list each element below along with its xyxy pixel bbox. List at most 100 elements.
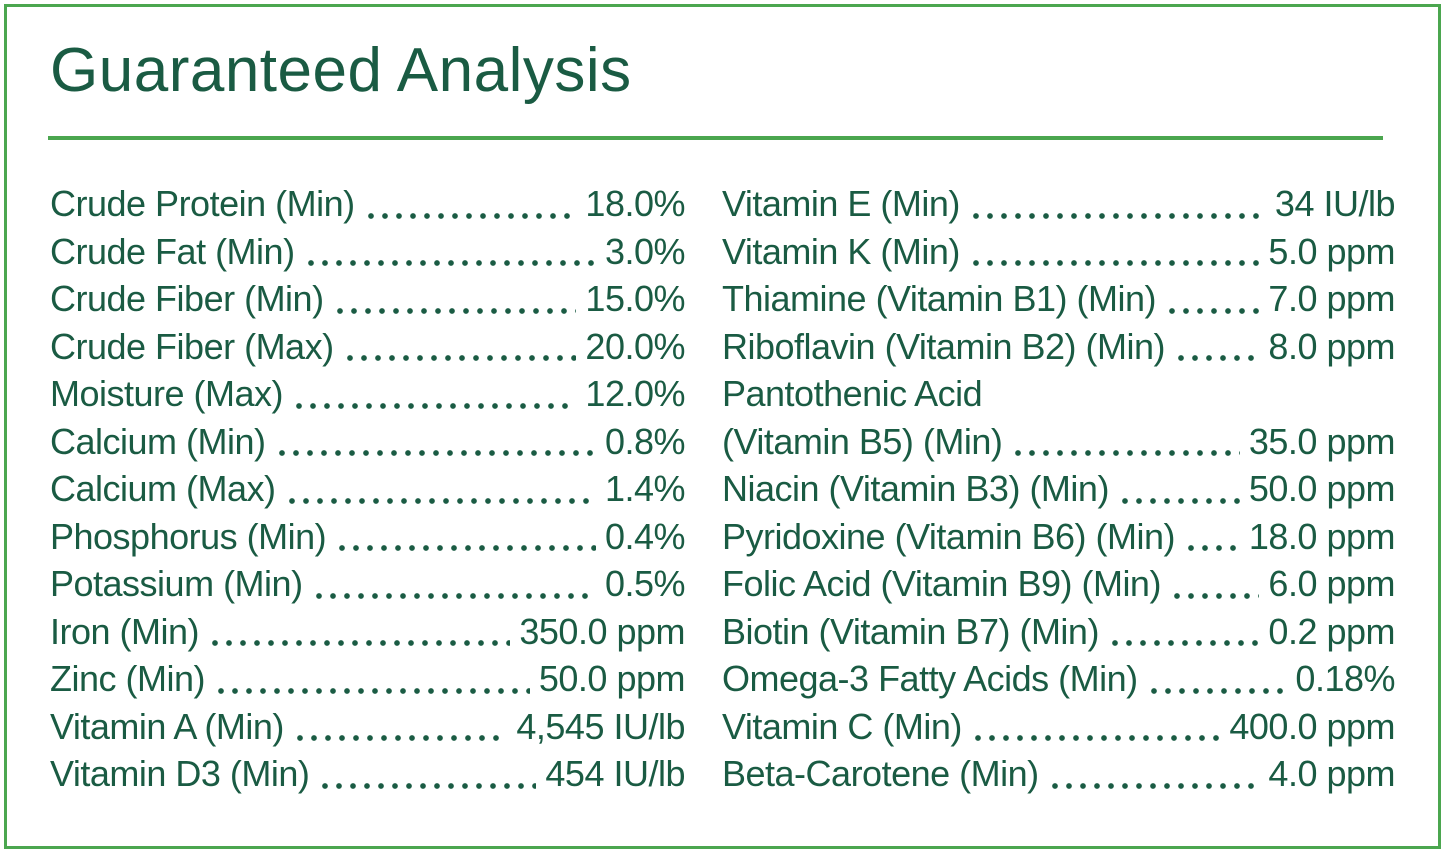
nutrient-label: Crude Fat (Min)	[50, 230, 295, 272]
nutrient-row: Thiamine (Vitamin B1) (Min) 7.0 ppm	[722, 275, 1395, 323]
nutrient-value: 8.0 ppm	[1268, 325, 1395, 367]
dot-leader	[318, 750, 537, 798]
dot-leader	[970, 702, 1221, 751]
nutrient-value: 0.18%	[1295, 658, 1395, 700]
nutrient-value: 0.4%	[604, 515, 686, 557]
nutrient-row: Pyridoxine (Vitamin B6) (Min) 18.0 ppm	[722, 512, 1396, 561]
dot-leader	[292, 702, 508, 751]
nutrient-row: Crude Fat (Min) 3.0%	[50, 227, 686, 276]
nutrient-label: Pantothenic Acid	[722, 373, 983, 415]
nutrient-value: 350.0 ppm	[519, 610, 685, 652]
dot-leader	[1183, 512, 1240, 561]
nutrient-label: Folic Acid (Vitamin B9) (Min)	[722, 563, 1161, 605]
dot-leader	[968, 180, 1266, 228]
dot-leader	[1011, 417, 1240, 466]
nutrient-row: Vitamin A (Min) 4,545 IU/lb	[50, 702, 685, 751]
dot-leader	[303, 227, 596, 276]
nutrient-row: Vitamin C (Min) 400.0 ppm	[722, 702, 1395, 751]
nutrient-label: Crude Fiber (Min)	[50, 278, 324, 320]
dot-leader	[274, 417, 596, 466]
nutrient-value: 18.0%	[585, 183, 685, 225]
nutrient-value: 12.0%	[585, 373, 685, 415]
nutrient-row: Folic Acid (Vitamin B9) (Min) 6.0 ppm	[722, 560, 1395, 608]
dot-leader	[363, 180, 577, 228]
nutrient-row: Crude Protein (Min) 18.0%	[50, 180, 685, 228]
nutrient-value: 5.0 ppm	[1268, 230, 1395, 272]
dot-leader	[991, 370, 1386, 418]
dot-leader	[1146, 655, 1287, 703]
dot-leader	[1107, 607, 1260, 656]
dot-leader	[335, 512, 596, 561]
dot-leader	[1047, 750, 1260, 798]
nutrient-row: Omega-3 Fatty Acids (Min) 0.18%	[722, 655, 1395, 703]
nutrient-label: Vitamin K (Min)	[722, 230, 960, 272]
nutrient-label: Beta-Carotene (Min)	[722, 753, 1039, 795]
nutrient-label: Potassium (Min)	[50, 563, 303, 605]
nutrient-row: Vitamin E (Min) 34 IU/lb	[722, 180, 1396, 228]
dot-leader	[1117, 465, 1240, 513]
nutrient-value: 400.0 ppm	[1229, 705, 1395, 747]
nutrient-row: Biotin (Vitamin B7) (Min) 0.2 ppm	[722, 607, 1395, 656]
nutrient-label: Thiamine (Vitamin B1) (Min)	[722, 278, 1156, 320]
dot-leader	[208, 607, 511, 656]
dot-leader	[342, 322, 577, 371]
nutrient-row: Crude Fiber (Max) 20.0%	[50, 322, 685, 371]
nutrient-value: 4,545 IU/lb	[516, 705, 685, 747]
dot-leader	[332, 275, 577, 323]
dot-leader	[1164, 275, 1260, 323]
nutrient-row-wrapped-first-line: Pantothenic Acid	[722, 370, 1395, 418]
nutrient-row-wrapped-second-line: (Vitamin B5) (Min) 35.0 ppm	[722, 417, 1396, 466]
dot-leader	[284, 465, 596, 513]
nutrient-value: 7.0 ppm	[1268, 278, 1395, 320]
nutrient-label: Vitamin D3 (Min)	[50, 753, 310, 795]
nutrient-value: 35.0 ppm	[1248, 420, 1396, 462]
nutrient-value: 3.0%	[604, 230, 686, 272]
dot-leader	[1169, 560, 1260, 608]
nutrient-label: Calcium (Max)	[50, 468, 276, 510]
analysis-table: Crude Protein (Min) 18.0% Crude Fat (Min…	[50, 180, 1396, 798]
nutrient-label: Calcium (Min)	[50, 420, 266, 462]
nutrient-label: Vitamin A (Min)	[50, 705, 284, 747]
nutrient-value: 4.0 ppm	[1268, 753, 1395, 795]
nutrient-label: Niacin (Vitamin B3) (Min)	[722, 468, 1109, 510]
nutrient-row: Riboflavin (Vitamin B2) (Min) 8.0 ppm	[722, 322, 1395, 371]
dot-leader	[1173, 322, 1260, 371]
dot-leader	[968, 227, 1260, 276]
nutrient-label: Crude Fiber (Max)	[50, 325, 334, 367]
nutrient-value: 34 IU/lb	[1274, 183, 1396, 225]
nutrient-label: Biotin (Vitamin B7) (Min)	[722, 610, 1099, 652]
nutrient-value: 0.2 ppm	[1268, 610, 1395, 652]
nutrient-row: Phosphorus (Min) 0.4%	[50, 512, 686, 561]
nutrient-label: Crude Protein (Min)	[50, 183, 355, 225]
nutrient-label: Zinc (Min)	[50, 658, 206, 700]
nutrient-label: Vitamin C (Min)	[722, 705, 962, 747]
page-title: Guaranteed Analysis	[50, 36, 632, 105]
dot-leader	[292, 370, 577, 418]
nutrient-row: Zinc (Min) 50.0 ppm	[50, 655, 686, 703]
nutrient-row: Vitamin K (Min) 5.0 ppm	[722, 227, 1395, 276]
analysis-column-right: Vitamin E (Min) 34 IU/lb Vitamin K (Min)…	[722, 180, 1396, 798]
dot-leader	[311, 560, 596, 608]
nutrient-label: Phosphorus (Min)	[50, 515, 327, 557]
nutrient-value: 0.8%	[604, 420, 686, 462]
nutrient-row: Iron (Min) 350.0 ppm	[50, 607, 685, 656]
nutrient-row: Calcium (Max) 1.4%	[50, 465, 686, 513]
nutrient-value: 20.0%	[585, 325, 685, 367]
nutrient-value: 18.0 ppm	[1248, 515, 1396, 557]
nutrient-label: Pyridoxine (Vitamin B6) (Min)	[722, 515, 1175, 557]
nutrient-row: Beta-Carotene (Min) 4.0 ppm	[722, 750, 1395, 798]
nutrient-row: Vitamin D3 (Min) 454 IU/lb	[50, 750, 685, 798]
nutrient-label: Omega-3 Fatty Acids (Min)	[722, 658, 1138, 700]
nutrient-row: Crude Fiber (Min) 15.0%	[50, 275, 685, 323]
nutrient-row: Potassium (Min) 0.5%	[50, 560, 686, 608]
title-divider	[48, 136, 1383, 141]
dot-leader	[214, 655, 530, 703]
nutrient-label: Vitamin E (Min)	[722, 183, 960, 225]
nutrient-label: Iron (Min)	[50, 610, 200, 652]
nutrient-value: 15.0%	[585, 278, 685, 320]
nutrient-value: 50.0 ppm	[538, 658, 686, 700]
nutrient-label: Moisture (Max)	[50, 373, 284, 415]
nutrient-row: Moisture (Max) 12.0%	[50, 370, 685, 418]
nutrient-label: Riboflavin (Vitamin B2) (Min)	[722, 325, 1165, 367]
nutrient-row: Calcium (Min) 0.8%	[50, 417, 686, 466]
